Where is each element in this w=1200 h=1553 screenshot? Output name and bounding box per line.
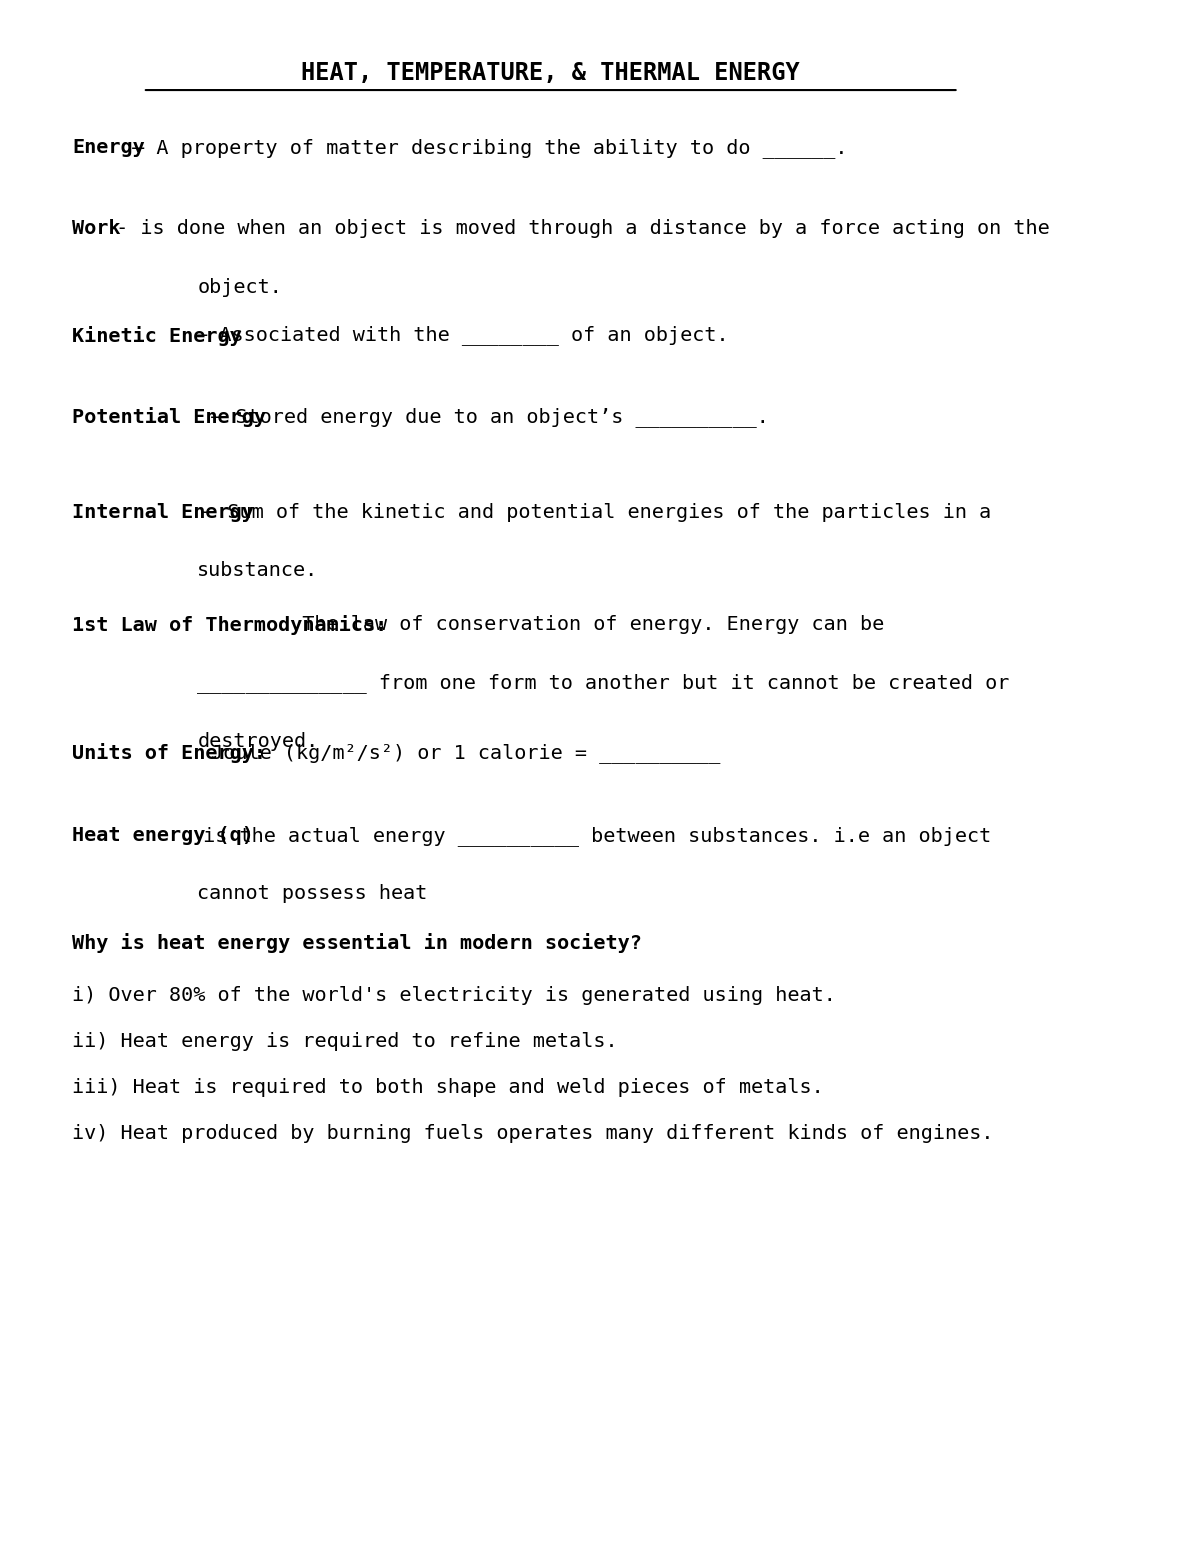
Text: object.: object. [197, 278, 282, 297]
Text: iv) Heat produced by burning fuels operates many different kinds of engines.: iv) Heat produced by burning fuels opera… [72, 1124, 994, 1143]
Text: Units of Energy:: Units of Energy: [72, 742, 266, 763]
Text: Work: Work [72, 219, 121, 238]
Text: i) Over 80% of the world's electricity is generated using heat.: i) Over 80% of the world's electricity i… [72, 986, 836, 1005]
Text: HEAT, TEMPERATURE, & THERMAL ENERGY: HEAT, TEMPERATURE, & THERMAL ENERGY [301, 61, 800, 85]
Text: – A property of matter describing the ability to do ______.: – A property of matter describing the ab… [120, 138, 847, 158]
Text: cannot possess heat: cannot possess heat [197, 884, 427, 904]
Text: Why is heat energy essential in modern society?: Why is heat energy essential in modern s… [72, 933, 642, 954]
Text: - is done when an object is moved through a distance by a force acting on the: - is done when an object is moved throug… [103, 219, 1050, 238]
Text: Potential Energy: Potential Energy [72, 407, 266, 427]
Text: Internal Energy: Internal Energy [72, 503, 254, 522]
Text: Joule (kg/m²/s²) or 1 calorie = __________: Joule (kg/m²/s²) or 1 calorie = ________… [198, 742, 720, 763]
Text: 1st Law of Thermodynamics:: 1st Law of Thermodynamics: [72, 615, 388, 635]
Text: Kinetic Energy: Kinetic Energy [72, 326, 242, 345]
Text: is the actual energy __________ between substances. i.e an object: is the actual energy __________ between … [191, 826, 991, 846]
Text: destroyed.: destroyed. [197, 731, 318, 750]
Text: – Stored energy due to an object’s __________.: – Stored energy due to an object’s _____… [198, 407, 768, 427]
Text: – Sum of the kinetic and potential energies of the particles in a: – Sum of the kinetic and potential energ… [191, 503, 991, 522]
Text: substance.: substance. [197, 561, 318, 579]
Text: ii) Heat energy is required to refine metals.: ii) Heat energy is required to refine me… [72, 1033, 618, 1051]
Text: The law of conservation of energy. Energy can be: The law of conservation of energy. Energ… [277, 615, 883, 634]
Text: Energy: Energy [72, 138, 145, 157]
Text: ______________ from one form to another but it cannot be created or: ______________ from one form to another … [197, 674, 1009, 693]
Text: iii) Heat is required to both shape and weld pieces of metals.: iii) Heat is required to both shape and … [72, 1078, 824, 1096]
Text: – Associated with the ________ of an object.: – Associated with the ________ of an obj… [182, 326, 728, 345]
Text: Heat energy (q): Heat energy (q) [72, 826, 254, 845]
